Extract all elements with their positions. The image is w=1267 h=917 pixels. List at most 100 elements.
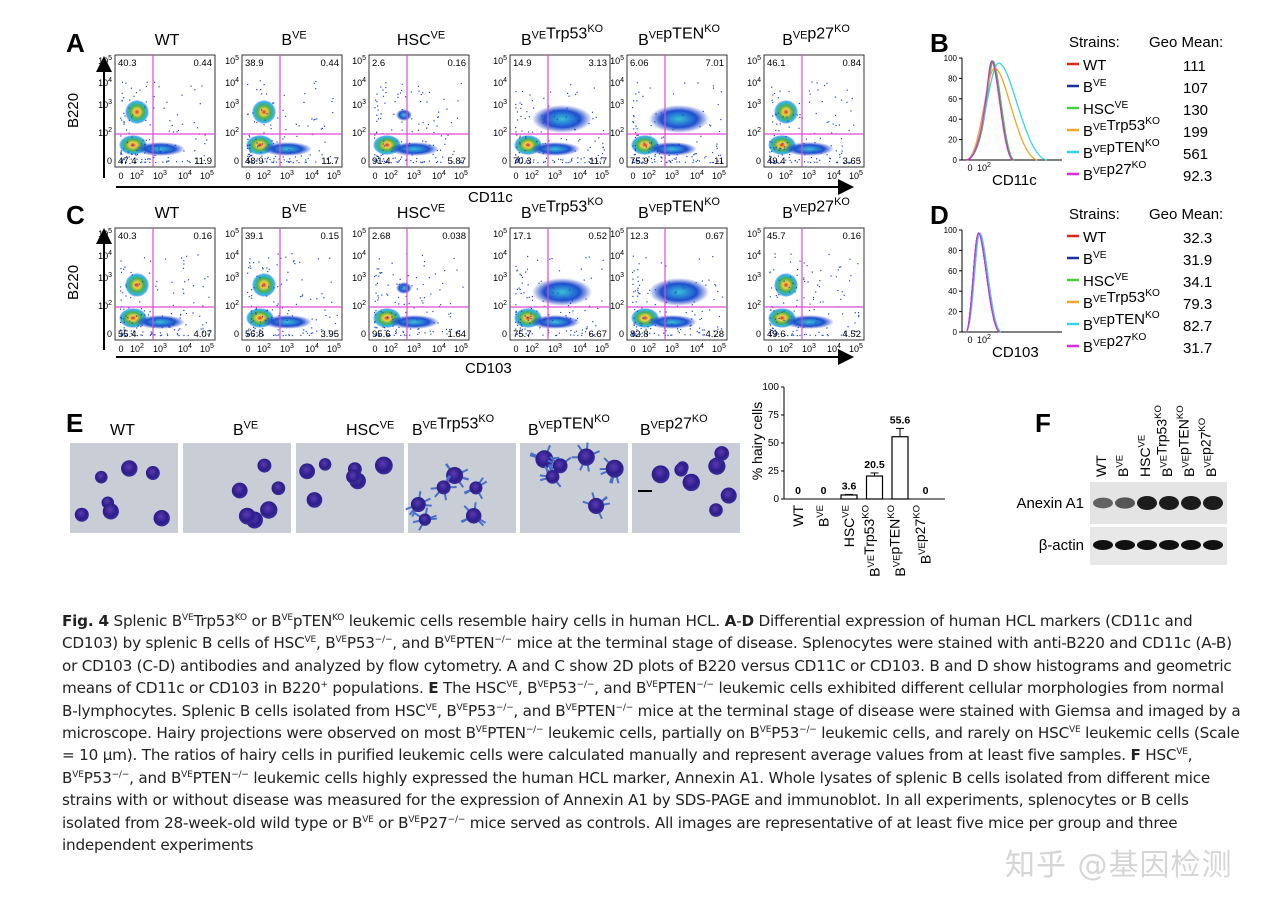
event-dot xyxy=(204,143,206,145)
event-dot xyxy=(526,297,528,299)
stained-cell xyxy=(545,469,560,484)
hist-curve xyxy=(965,232,1000,333)
event-dot xyxy=(281,307,284,309)
panel-label-D: D xyxy=(930,200,949,230)
event-dot xyxy=(120,290,122,292)
event-dot xyxy=(698,160,701,162)
event-dot xyxy=(523,292,525,294)
event-dot xyxy=(544,161,546,163)
event-dot xyxy=(316,298,318,300)
event-dot xyxy=(841,291,843,293)
event-dot xyxy=(642,161,644,163)
blot-lane: BVE xyxy=(1114,455,1131,477)
event-dot xyxy=(135,315,138,317)
hist-y-tick-label: 20 xyxy=(948,308,957,317)
event-dot xyxy=(154,154,156,157)
density-cluster xyxy=(389,315,439,329)
event-dot xyxy=(290,152,292,154)
event-dot xyxy=(130,330,132,332)
density-cluster xyxy=(774,273,798,297)
geo-mean-value: 199 xyxy=(1183,124,1208,141)
event-dot xyxy=(717,328,719,330)
event-dot xyxy=(552,287,554,289)
event-dot xyxy=(396,283,398,285)
event-dot xyxy=(585,257,587,259)
event-dot xyxy=(393,113,395,115)
event-dot xyxy=(650,319,653,321)
x-tick-label: 105 xyxy=(595,170,609,181)
event-dot xyxy=(519,273,521,275)
flow-plot-title: BVETrp53KO xyxy=(521,23,603,49)
event-dot xyxy=(397,93,399,95)
event-dot xyxy=(141,324,143,327)
event-dot xyxy=(176,332,179,335)
event-dot xyxy=(817,89,819,91)
x-tick-label: 105 xyxy=(327,170,341,181)
event-dot xyxy=(661,137,663,139)
event-dot xyxy=(284,115,287,117)
event-dot xyxy=(303,101,305,104)
event-dot xyxy=(647,159,649,162)
event-dot xyxy=(672,93,675,95)
event-dot xyxy=(154,319,156,321)
event-dot xyxy=(654,121,656,123)
event-dot xyxy=(422,161,424,163)
event-dot xyxy=(125,284,127,286)
event-dot xyxy=(423,260,426,263)
event-dot xyxy=(321,127,323,130)
event-dot xyxy=(287,152,290,154)
y-tick-label: 102 xyxy=(98,300,112,311)
event-dot xyxy=(651,161,653,164)
event-dot xyxy=(459,334,461,336)
event-dot xyxy=(251,297,253,299)
event-dot xyxy=(247,155,249,157)
event-dot xyxy=(208,296,210,298)
event-dot xyxy=(632,159,635,161)
event-dot xyxy=(811,271,813,273)
event-dot xyxy=(259,332,261,335)
event-dot xyxy=(520,274,522,276)
event-dot xyxy=(524,149,526,152)
event-dot xyxy=(803,142,805,144)
event-dot xyxy=(421,300,423,302)
event-dot xyxy=(380,311,382,313)
event-dot xyxy=(392,325,394,327)
event-dot xyxy=(589,158,591,160)
event-dot xyxy=(543,305,545,307)
stained-cell xyxy=(153,510,170,527)
event-dot xyxy=(515,107,517,109)
event-dot xyxy=(261,155,263,157)
blot-lane-label: BVEpTENKO xyxy=(1175,405,1197,477)
flow-plot-title: HSCVE xyxy=(397,30,445,49)
event-dot xyxy=(336,314,338,317)
y-tick-label: 103 xyxy=(98,272,112,283)
event-dot xyxy=(661,157,663,159)
event-dot xyxy=(848,161,850,164)
event-dot xyxy=(826,82,828,84)
event-dot xyxy=(789,261,792,263)
event-dot xyxy=(552,292,554,294)
event-dot xyxy=(302,332,304,334)
event-dot xyxy=(539,327,541,329)
event-dot xyxy=(257,146,259,148)
event-dot xyxy=(248,160,250,162)
bar-category-label: HSCVE xyxy=(840,505,857,547)
x-tick-label: 104 xyxy=(432,170,446,181)
event-dot xyxy=(701,329,704,331)
event-dot xyxy=(538,282,540,284)
event-dot xyxy=(121,161,123,163)
anexin-band xyxy=(1203,496,1223,510)
event-dot xyxy=(436,149,438,152)
event-dot xyxy=(267,270,269,273)
event-dot xyxy=(831,132,833,134)
event-dot xyxy=(515,304,517,306)
panel-label-B: B xyxy=(930,28,949,58)
event-dot xyxy=(773,147,775,149)
event-dot xyxy=(161,326,163,329)
geo-mean-value: 107 xyxy=(1183,80,1208,97)
x-tick-label: 0 xyxy=(630,171,635,181)
event-dot xyxy=(813,151,815,153)
event-dot xyxy=(586,326,588,328)
event-dot xyxy=(573,334,575,336)
